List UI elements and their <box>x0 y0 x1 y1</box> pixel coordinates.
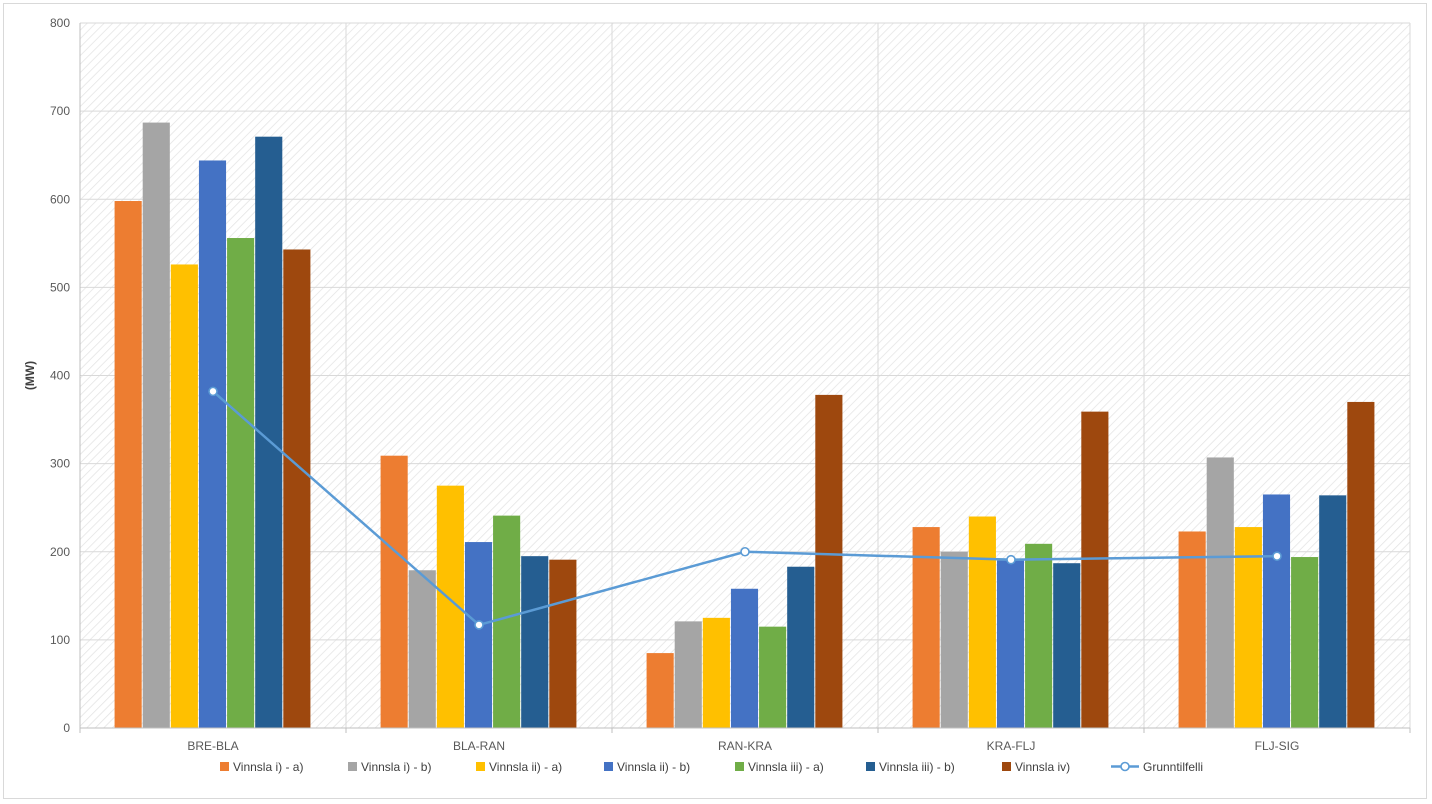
legend-marker <box>1120 761 1130 772</box>
x-tick-label: FLJ-SIG <box>1255 739 1300 753</box>
bar <box>912 527 940 728</box>
bar <box>702 617 730 728</box>
legend-label: Vinnsla i) - a) <box>233 760 303 774</box>
legend-label: Vinnsla iii) - b) <box>879 760 955 774</box>
line-point <box>1272 551 1282 561</box>
y-tick-label: 600 <box>50 192 70 206</box>
bars <box>114 122 1375 729</box>
bar <box>996 560 1025 728</box>
bar <box>968 516 996 728</box>
bar <box>549 559 577 728</box>
bar <box>464 542 493 728</box>
legend-swatch <box>866 762 875 771</box>
bar <box>114 201 142 728</box>
legend-label: Vinnsla ii) - b) <box>617 760 690 774</box>
legend-swatch <box>476 762 485 771</box>
bar <box>1206 457 1234 728</box>
bar <box>198 160 227 729</box>
chart-frame: 0 100 200 300 400 500 600 700 800 BRE-BLA BLA-RAN R… <box>3 3 1427 799</box>
bar <box>1347 401 1375 728</box>
y-axis-title: (MW) <box>23 361 37 390</box>
bar <box>283 249 311 728</box>
y-tick-label: 100 <box>50 633 70 647</box>
bar <box>730 588 759 728</box>
bar <box>1319 495 1347 728</box>
bar <box>408 570 436 728</box>
chart-svg: 0 100 200 300 400 500 600 700 800 BRE-BLA BLA-RAN R… <box>23 16 1411 774</box>
y-tick-label: 300 <box>50 457 70 471</box>
legend-label: Vinnsla iii) - a) <box>748 760 824 774</box>
bar <box>1234 527 1262 728</box>
legend: Vinnsla i) - a) Vinnsla i) - b) Vinnsla ii… <box>220 760 1203 774</box>
legend-label: Vinnsla i) - b) <box>361 760 431 774</box>
x-tick-label: BLA-RAN <box>453 739 505 753</box>
bar <box>170 264 198 728</box>
bar <box>1291 557 1319 728</box>
bar <box>1081 411 1109 728</box>
y-tick-label: 0 <box>63 721 70 735</box>
x-tick-label: KRA-FLJ <box>987 739 1036 753</box>
line-series <box>208 386 1282 630</box>
bar <box>380 455 408 728</box>
line-point <box>740 546 750 557</box>
bar <box>493 515 521 728</box>
legend-swatch <box>735 762 744 771</box>
bar <box>1178 531 1206 728</box>
bar <box>1262 494 1291 728</box>
bar <box>787 566 815 728</box>
legend-swatch <box>604 762 613 771</box>
x-tick-label: RAN-KRA <box>718 739 772 753</box>
y-tick-label: 700 <box>50 104 70 118</box>
legend-label: Grunntilfelli <box>1143 760 1203 774</box>
legend-swatch <box>220 762 229 771</box>
x-tick-label: BRE-BLA <box>187 739 238 753</box>
legend-swatch <box>1002 762 1011 771</box>
legend-swatch <box>348 762 357 771</box>
line-point <box>208 386 218 397</box>
bar <box>759 626 787 728</box>
y-tick-label: 200 <box>50 545 70 559</box>
bar <box>1025 543 1053 728</box>
bar <box>674 621 702 728</box>
bar <box>646 653 674 728</box>
bar <box>227 238 255 728</box>
axes: 0 100 200 300 400 500 600 700 800 BRE-BLA BLA-RAN R… <box>50 16 1411 753</box>
line-point <box>1006 554 1016 565</box>
y-tick-label: 500 <box>50 280 70 294</box>
bar <box>142 122 170 729</box>
bar <box>815 394 843 728</box>
bar <box>1053 563 1081 728</box>
legend-label: Vinnsla iv) <box>1015 760 1070 774</box>
line-point <box>474 620 484 630</box>
y-tick-label: 800 <box>50 16 70 30</box>
y-tick-label: 400 <box>50 369 70 383</box>
legend-label: Vinnsla ii) - a) <box>489 760 562 774</box>
bar <box>940 551 968 728</box>
bar <box>521 556 549 728</box>
